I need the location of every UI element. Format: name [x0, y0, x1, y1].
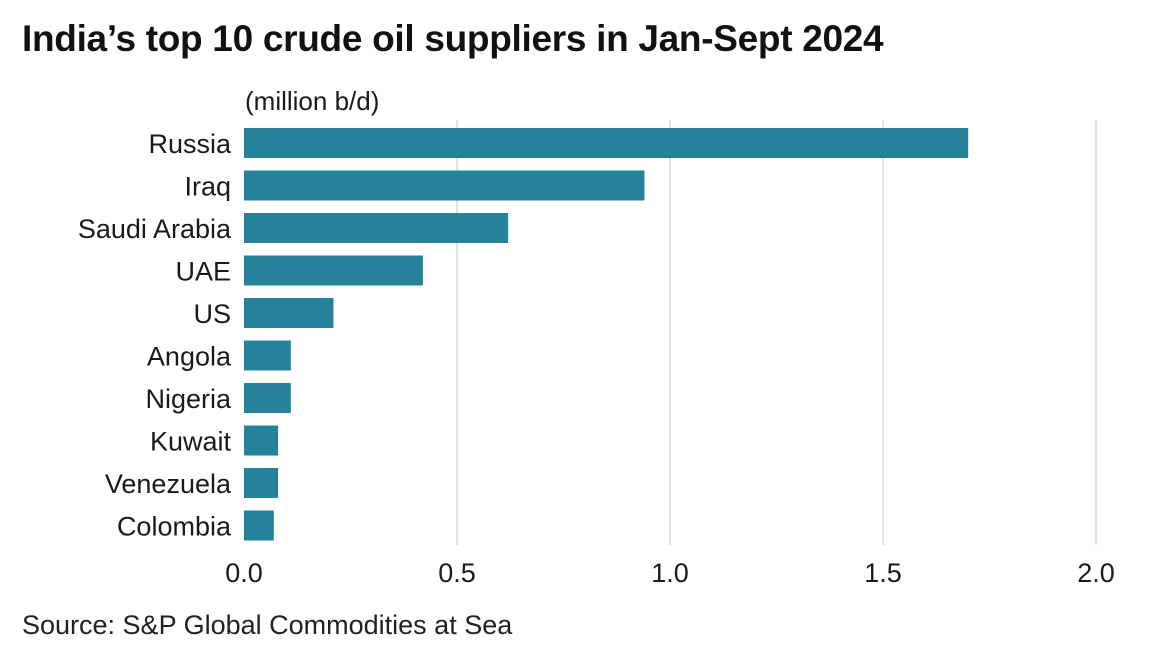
- bar-chart: (million b/d) Russia Iraq Saudi Arabia UAE U…: [78, 86, 1115, 588]
- category-label: Iraq: [184, 172, 231, 202]
- x-tick-label: 1.0: [651, 558, 689, 588]
- bar-kuwait: [244, 425, 279, 456]
- source-note: Source: S&P Global Commodities at Sea: [22, 610, 513, 640]
- chart-title: India’s top 10 crude oil suppliers in Ja…: [22, 18, 884, 59]
- x-tick-label: 2.0: [1077, 558, 1115, 588]
- x-tick-label: 0.5: [438, 558, 476, 588]
- unit-label: (million b/d): [245, 86, 379, 116]
- bar-us: [244, 298, 334, 328]
- category-label: Kuwait: [150, 427, 232, 457]
- category-label: Angola: [147, 342, 232, 372]
- bar-nigeria: [244, 383, 291, 413]
- x-axis-tick-labels: 0.0 0.5 1.0 1.5 2.0: [225, 558, 1115, 588]
- x-tick-label: 1.5: [864, 558, 902, 588]
- bar-uae: [244, 255, 423, 286]
- bar-venezuela: [244, 468, 279, 498]
- category-label: US: [193, 299, 231, 329]
- category-labels: Russia Iraq Saudi Arabia UAE US Angola Nigeria…: [78, 129, 232, 542]
- category-label: Russia: [148, 129, 232, 159]
- bar-iraq: [244, 170, 645, 201]
- category-label: Colombia: [117, 512, 232, 542]
- bar-colombia: [244, 510, 274, 541]
- bar-russia: [244, 128, 969, 158]
- x-tick-label: 0.0: [225, 558, 263, 588]
- category-label: Saudi Arabia: [78, 214, 232, 244]
- bar-angola: [244, 340, 291, 371]
- bars: [244, 128, 969, 541]
- category-label: Venezuela: [105, 469, 232, 499]
- category-label: UAE: [175, 257, 231, 287]
- bar-saudi-arabia: [244, 213, 509, 243]
- category-label: Nigeria: [145, 384, 232, 414]
